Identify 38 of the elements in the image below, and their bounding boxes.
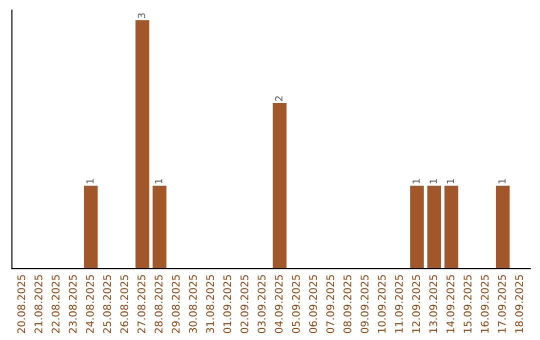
x-tick-label: 15.09.2025 (464, 275, 472, 333)
x-tick-label: 08.09.2025 (343, 275, 352, 334)
x-tick-label: 06.09.2025 (309, 275, 318, 334)
x-tick-label: 02.09.2025 (240, 275, 248, 334)
x-tick-label: 23.08.2025 (68, 275, 77, 334)
x-tick-label: 10.09.2025 (378, 275, 386, 333)
x-tick-label: 27.08.2025 (137, 275, 146, 334)
data-label: 1 (412, 179, 420, 184)
x-tick-label: 26.08.2025 (120, 275, 128, 334)
x-tick-label: 17.09.2025 (498, 275, 506, 333)
x-tick-label: 30.08.2025 (188, 275, 197, 334)
x-tick-label: 21.08.2025 (34, 275, 42, 334)
x-tick-label: 24.08.2025 (86, 275, 94, 334)
data-label: 1 (446, 179, 454, 184)
x-tick-label: 20.08.2025 (17, 275, 26, 334)
x-tick-label: 11.09.2025 (394, 275, 403, 333)
x-tick-label: 16.09.2025 (480, 275, 489, 333)
data-label: 1 (430, 179, 437, 184)
x-tick-label: 12.09.2025 (412, 275, 420, 333)
x-tick-label: 28.08.2025 (154, 275, 163, 334)
data-label: 1 (86, 179, 94, 184)
x-tick-label: 31.08.2025 (206, 275, 214, 334)
x-tick-label: 04.09.2025 (274, 275, 283, 334)
x-tick-label: 29.08.2025 (172, 275, 180, 334)
x-tick-label: 03.09.2025 (258, 275, 266, 334)
x-tick-label: 07.09.2025 (326, 275, 334, 334)
x-tick-label: 25.08.2025 (103, 275, 112, 334)
x-tick-label: 01.09.2025 (223, 275, 232, 334)
data-label: 1 (498, 179, 506, 184)
data-label: 3 (138, 13, 146, 18)
x-tick-label: 09.09.2025 (360, 275, 369, 334)
x-tick-label: 14.09.2025 (446, 275, 454, 333)
data-label: 2 (275, 96, 282, 101)
x-tick-label: 05.09.2025 (292, 275, 300, 334)
data-label: 1 (155, 179, 162, 184)
x-tick-label: 22.08.2025 (52, 275, 60, 334)
x-tick-label: 13.09.2025 (429, 275, 438, 333)
x-tick-label: 18.09.2025 (515, 275, 524, 333)
